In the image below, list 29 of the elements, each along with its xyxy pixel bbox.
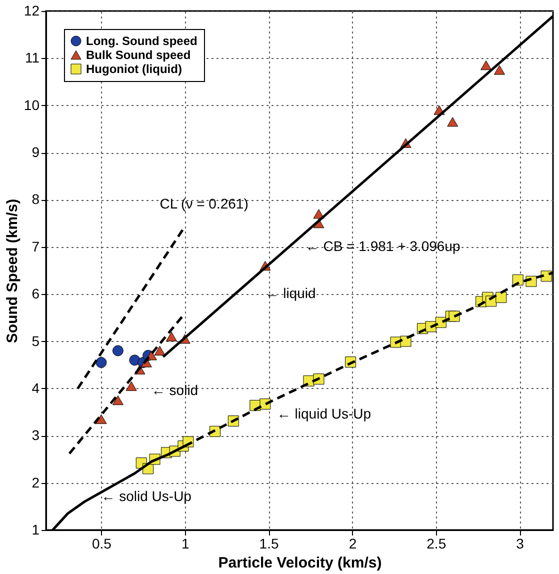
annotation: ← liquid [265,285,316,302]
x-tick-label: 0.5 [92,536,112,552]
y-tick-label: 2 [32,474,40,490]
x-tick-label: 3 [516,536,524,552]
y-tick-label: 11 [24,50,40,66]
y-tick-label: 7 [32,238,40,254]
y-tick-label: 9 [32,144,40,160]
y-tick-label: 3 [32,427,40,444]
annotation: ← solid Us-Up [101,488,192,504]
x-tick-label: 1 [181,536,190,552]
y-tick-label: 4 [32,380,40,396]
legend-label: Bulk Sound speed [86,48,191,62]
x-axis-title: Particle Velocity (km/s) [218,554,382,572]
y-tick-label: 1 [32,522,40,538]
annotation: ← solid [151,382,198,398]
y-tick-label: 12 [24,2,40,18]
y-tick-label: 6 [32,286,40,302]
x-tick-label: 2 [348,536,357,552]
y-axis-title: Sound Speed (km/s) [4,198,21,344]
y-tick-label: 5 [32,332,40,349]
legend-label: Hugoniot (liquid) [86,62,182,76]
annotation: ← CB = 1.981 + 3.096up [305,238,460,254]
annotation: ← liquid Us-Up [276,405,372,422]
y-tick-label: 8 [32,191,40,208]
x-tick-label: 1.5 [259,536,279,552]
legend-label: Long. Sound speed [86,34,198,48]
y-tick-label: 10 [24,96,40,113]
annotation: CL (ν = 0.261) [160,195,248,212]
x-tick-label: 2.5 [426,536,446,552]
